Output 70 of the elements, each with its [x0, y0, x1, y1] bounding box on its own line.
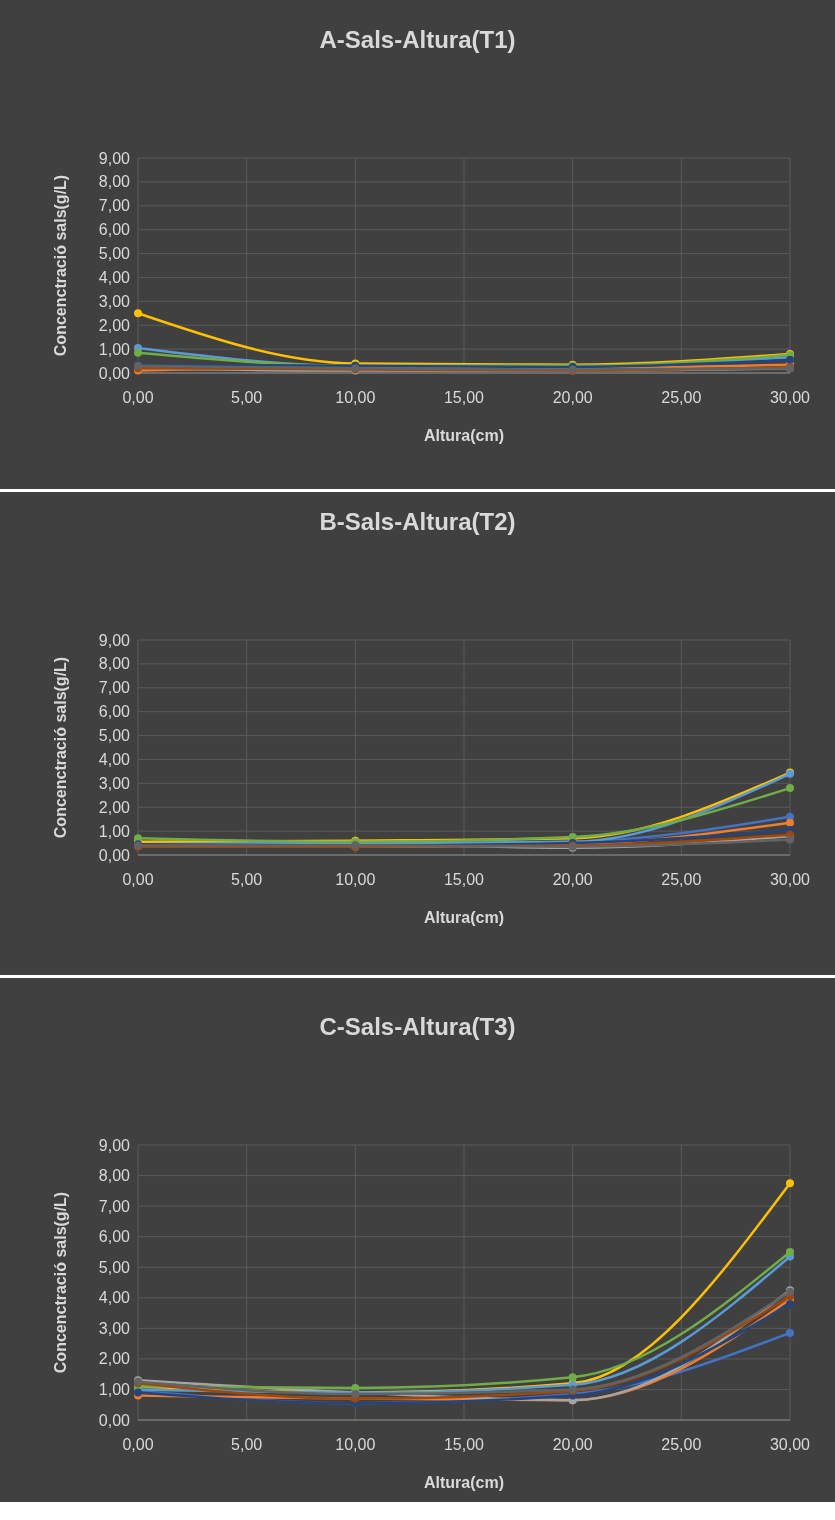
x-tick-label: 10,00 — [335, 389, 376, 406]
x-tick-label: 20,00 — [552, 1436, 593, 1453]
y-tick-label: 6,00 — [98, 221, 131, 239]
point — [786, 818, 794, 827]
point — [786, 1328, 794, 1337]
x-tick-label: 25,00 — [661, 871, 702, 888]
y-tick-label: 4,00 — [98, 269, 131, 287]
x-tick-label: 25,00 — [661, 1436, 702, 1453]
y-tick-label: 9,00 — [98, 149, 131, 167]
point — [786, 1247, 794, 1256]
x-tick-label: 15,00 — [443, 871, 485, 888]
point — [786, 1179, 794, 1188]
x-tick-label: 30,00 — [769, 389, 811, 406]
y-tick-label: 4,00 — [98, 1289, 131, 1307]
x-tick-label: 30,00 — [769, 871, 811, 888]
point — [786, 835, 794, 844]
point — [786, 1299, 794, 1308]
x-tick-label: 25,00 — [661, 389, 702, 406]
x-tick-label: 0,00 — [122, 871, 154, 888]
x-tick-label: 0,00 — [122, 1436, 154, 1453]
x-tick-label: 15,00 — [443, 389, 485, 406]
point — [134, 309, 142, 318]
y-tick-label: 9,00 — [98, 631, 131, 649]
y-tick-label: 0,00 — [98, 364, 131, 382]
y-tick-label: 8,00 — [98, 1167, 131, 1185]
y-tick-label: 7,00 — [98, 197, 131, 215]
x-axis-title: Altura(cm) — [423, 1474, 505, 1491]
y-tick-label: 3,00 — [98, 292, 131, 310]
x-tick-label: 10,00 — [335, 1436, 376, 1453]
y-tick-label: 1,00 — [98, 822, 131, 840]
y-tick-label: 6,00 — [98, 703, 131, 721]
x-tick-label: 5,00 — [231, 1436, 263, 1453]
y-tick-label: 0,00 — [98, 1411, 131, 1429]
y-axis-title: Concenctració sals(g/L) — [52, 174, 69, 357]
chart-title: C-Sals-Altura(T3) — [319, 1013, 516, 1040]
y-tick-label: 7,00 — [98, 1197, 131, 1215]
y-tick-label: 1,00 — [98, 340, 131, 358]
y-tick-label: 0,00 — [98, 846, 131, 864]
x-tick-label: 15,00 — [443, 1436, 485, 1453]
point — [568, 1373, 577, 1382]
y-tick-label: 5,00 — [98, 1258, 131, 1276]
y-tick-label: 7,00 — [98, 679, 131, 697]
y-tick-label: 9,00 — [98, 1136, 131, 1154]
y-tick-label: 3,00 — [98, 774, 131, 792]
y-tick-label: 2,00 — [98, 1350, 131, 1368]
chart-title: B-Sals-Altura(T2) — [319, 508, 516, 535]
y-tick-label: 1,00 — [98, 1381, 131, 1399]
x-tick-label: 5,00 — [231, 871, 263, 888]
x-tick-label: 10,00 — [335, 871, 376, 888]
x-tick-label: 0,00 — [122, 389, 154, 406]
y-tick-label: 2,00 — [98, 316, 131, 334]
y-tick-label: 8,00 — [98, 173, 131, 191]
point — [786, 784, 794, 793]
x-axis-title: Altura(cm) — [423, 427, 505, 444]
point — [134, 348, 142, 357]
y-tick-label: 6,00 — [98, 1228, 131, 1246]
y-axis-title: Concenctració sals(g/L) — [52, 656, 69, 839]
x-tick-label: 5,00 — [231, 389, 263, 406]
x-axis-title: Altura(cm) — [423, 909, 505, 926]
y-tick-label: 3,00 — [98, 1319, 131, 1337]
y-tick-label: 5,00 — [98, 245, 131, 263]
y-tick-label: 8,00 — [98, 655, 131, 673]
x-tick-label: 20,00 — [552, 389, 593, 406]
y-tick-label: 5,00 — [98, 727, 131, 745]
chart-title: A-Sals-Altura(T1) — [319, 26, 516, 53]
y-axis-title: Concenctració sals(g/L) — [52, 1191, 69, 1374]
y-tick-label: 4,00 — [98, 751, 131, 769]
y-tick-label: 2,00 — [98, 798, 131, 816]
x-tick-label: 20,00 — [552, 871, 593, 888]
x-tick-label: 30,00 — [769, 1436, 811, 1453]
